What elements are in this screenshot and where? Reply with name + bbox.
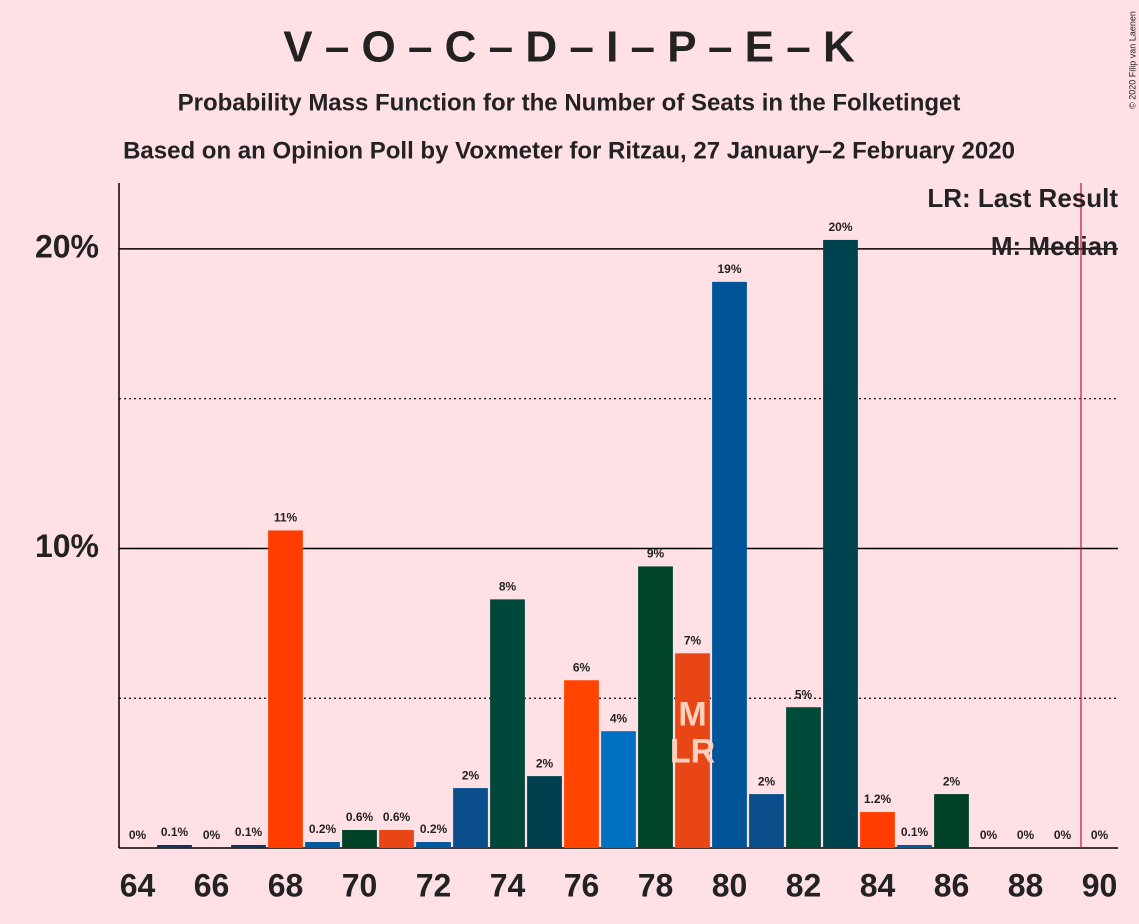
bar bbox=[157, 845, 192, 848]
bar bbox=[231, 845, 266, 848]
value-label: 19% bbox=[717, 262, 741, 276]
x-tick-label: 66 bbox=[194, 867, 230, 903]
bar bbox=[379, 830, 414, 848]
x-tick-label: 82 bbox=[786, 867, 822, 903]
x-tick-label: 90 bbox=[1082, 867, 1118, 903]
value-label: 4% bbox=[610, 711, 628, 725]
value-label: 8% bbox=[499, 580, 517, 594]
x-tick-label: 70 bbox=[342, 867, 378, 903]
annotation: M bbox=[678, 695, 706, 733]
value-label: 0% bbox=[1091, 828, 1109, 842]
value-label: 5% bbox=[795, 687, 813, 701]
x-tick-label: 64 bbox=[120, 867, 156, 903]
bar bbox=[490, 599, 525, 848]
value-label: 2% bbox=[536, 756, 554, 770]
value-label: 0.1% bbox=[901, 825, 929, 839]
bar bbox=[564, 680, 599, 848]
bar bbox=[601, 731, 636, 848]
bar bbox=[675, 653, 710, 848]
bar bbox=[712, 281, 747, 849]
bar bbox=[638, 566, 673, 848]
value-label: 2% bbox=[943, 774, 961, 788]
y-tick-label: 10% bbox=[35, 528, 99, 564]
x-tick-label: 76 bbox=[564, 867, 600, 903]
chart-title: V – O – C – D – I – P – E – K bbox=[283, 23, 855, 72]
value-label: 0% bbox=[1054, 828, 1072, 842]
value-label: 0% bbox=[1017, 828, 1035, 842]
bar bbox=[453, 788, 488, 848]
value-label: 20% bbox=[828, 220, 852, 234]
x-tick-label: 88 bbox=[1008, 867, 1044, 903]
bar bbox=[823, 239, 858, 848]
value-label: 1.2% bbox=[864, 792, 892, 806]
value-label: 0.6% bbox=[346, 810, 374, 824]
chart-subtitle: Probability Mass Function for the Number… bbox=[178, 89, 961, 116]
value-label: 0.2% bbox=[309, 822, 337, 836]
value-label: 0.2% bbox=[420, 822, 448, 836]
bar bbox=[527, 776, 562, 848]
bar bbox=[749, 794, 784, 848]
x-tick-label: 84 bbox=[860, 867, 896, 903]
x-tick-label: 86 bbox=[934, 867, 970, 903]
value-label: 0% bbox=[129, 828, 147, 842]
bar bbox=[268, 530, 303, 848]
legend-entry: LR: Last Result bbox=[927, 183, 1118, 213]
value-label: 2% bbox=[758, 774, 776, 788]
value-label: 0.6% bbox=[383, 810, 411, 824]
x-tick-label: 74 bbox=[490, 867, 526, 903]
value-label: 0% bbox=[980, 828, 998, 842]
bar bbox=[342, 830, 377, 848]
value-label: 2% bbox=[462, 768, 480, 782]
y-tick-label: 20% bbox=[35, 228, 99, 264]
bar bbox=[934, 794, 969, 848]
value-label: 9% bbox=[647, 547, 665, 561]
chart-subtitle: Based on an Opinion Poll by Voxmeter for… bbox=[123, 137, 1015, 164]
bar bbox=[305, 842, 340, 848]
value-label: 6% bbox=[573, 660, 591, 674]
copyright: © 2020 Filip van Laenen bbox=[1127, 11, 1137, 109]
value-label: 0.1% bbox=[161, 825, 189, 839]
x-tick-label: 78 bbox=[638, 867, 674, 903]
value-label: 0.1% bbox=[235, 825, 263, 839]
bar bbox=[786, 707, 821, 848]
value-label: 7% bbox=[684, 633, 702, 647]
x-tick-label: 68 bbox=[268, 867, 304, 903]
legend-entry: M: Median bbox=[991, 231, 1118, 261]
x-tick-label: 80 bbox=[712, 867, 748, 903]
value-label: 11% bbox=[274, 511, 298, 525]
value-label: 0% bbox=[203, 828, 221, 842]
bar bbox=[416, 842, 451, 848]
x-tick-label: 72 bbox=[416, 867, 452, 903]
bar bbox=[860, 812, 895, 848]
annotation: LR bbox=[670, 732, 715, 770]
bar bbox=[897, 845, 932, 848]
